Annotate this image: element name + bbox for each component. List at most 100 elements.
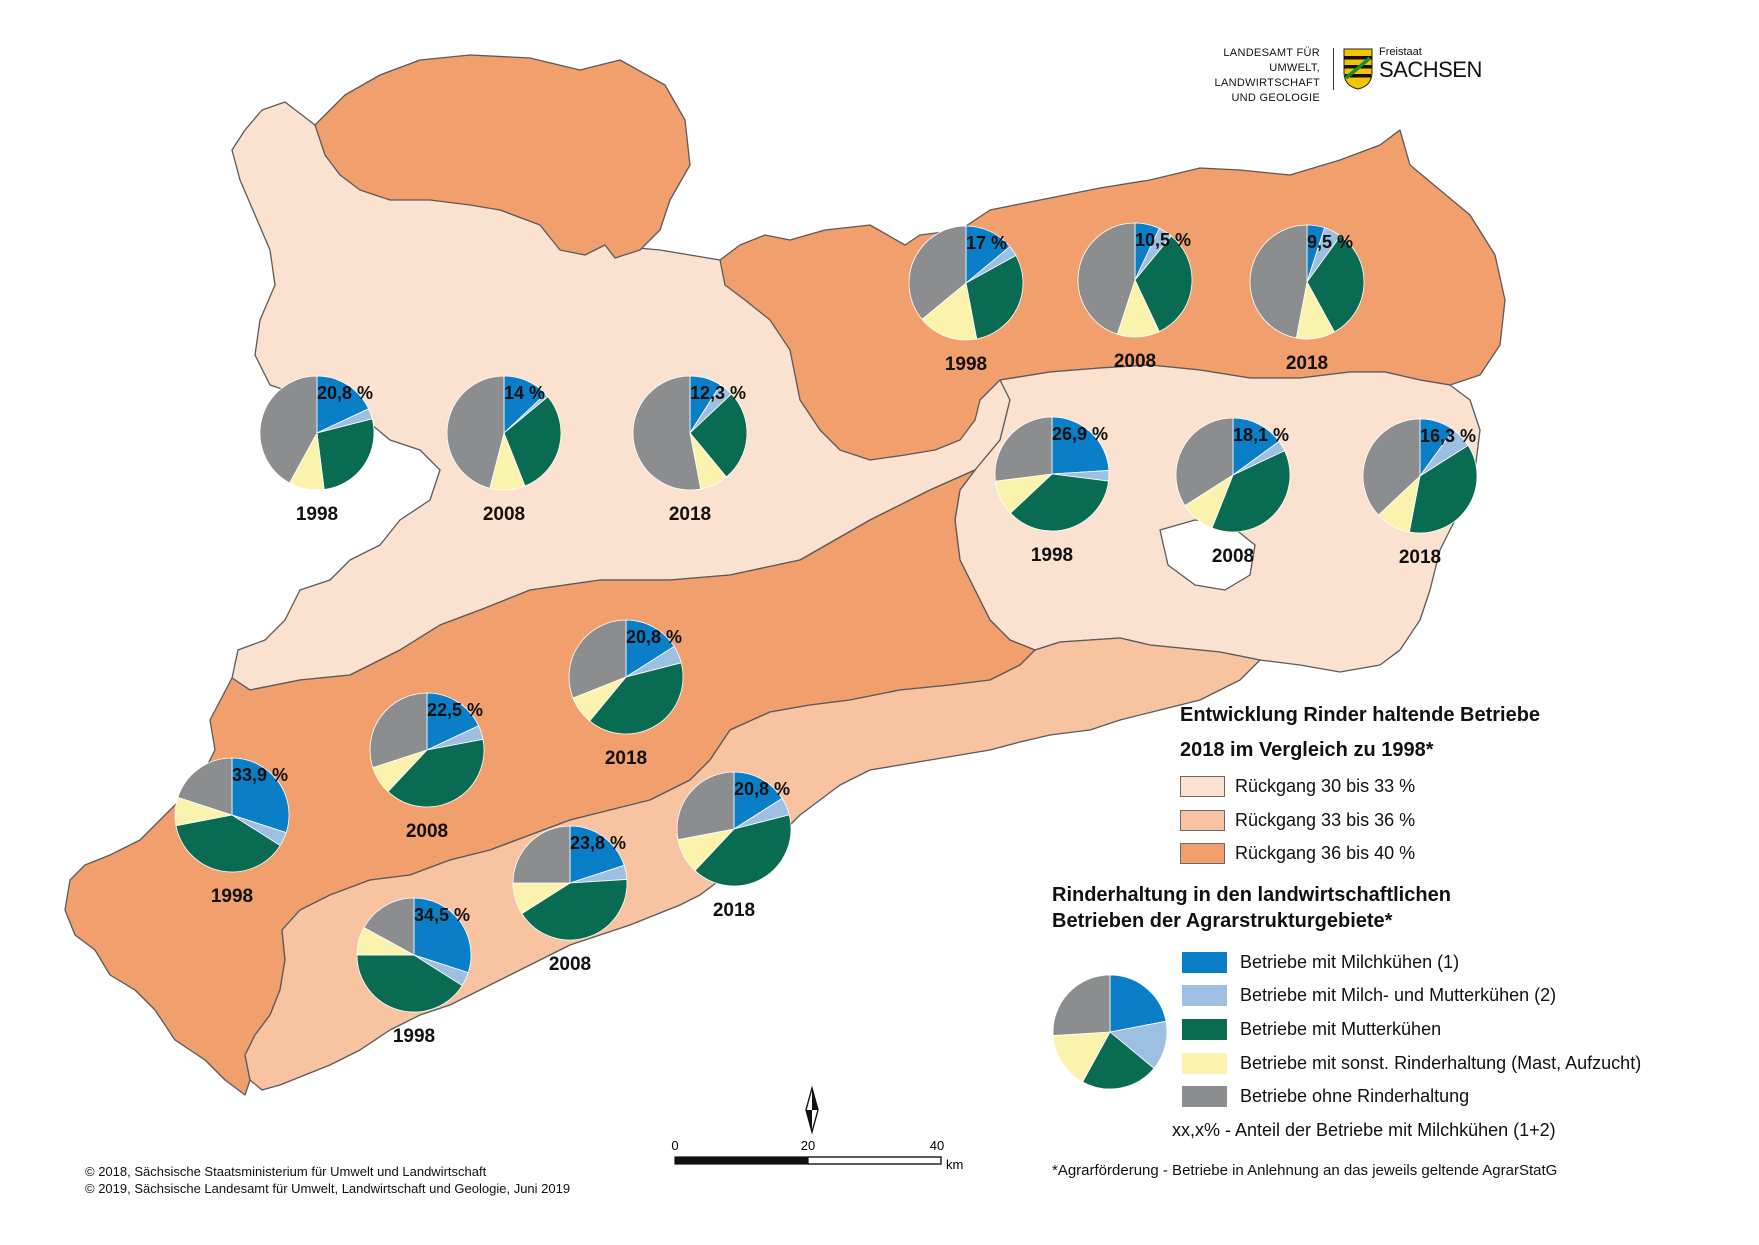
pie-region-2-1998-slice-mutter	[965, 254, 1024, 340]
pie-region-4-2018-slice-milch	[625, 619, 675, 678]
scale-tick-0: 0	[671, 1138, 678, 1153]
pie-share-label: 34,5 %	[414, 905, 470, 925]
agency-line-3: UND GEOLOGIE	[1231, 92, 1320, 104]
legend-label-sonst-rinderhaltung: Betriebe mit sonst. Rinderhaltung (Mast,…	[1240, 1053, 1642, 1073]
pie-region-4-1998: 33,9 % 1998	[174, 757, 290, 907]
pie-region-4-2018-slice-mutter	[589, 662, 684, 735]
pie-year-label: 2008	[1114, 351, 1156, 372]
pie-region-3-2008-slice-ohne	[1175, 417, 1234, 507]
legend-example-pie	[1052, 974, 1168, 1090]
pie-legend-title-line-2: Betrieben der Agrarstrukturgebiete*	[1052, 910, 1393, 932]
pie-share-label: 17 %	[966, 233, 1007, 253]
legend-swatch-milch-mutterkuehe	[1182, 985, 1227, 1006]
legend-pie-slice-ohne	[1052, 974, 1111, 1037]
legend-label-rueckgang-36-40: Rückgang 36 bis 40 %	[1235, 843, 1416, 863]
pie-region-1-1998-slice-ohne	[259, 375, 318, 484]
legend-label-milchkuehe: Betriebe mit Milchkühen (1)	[1240, 952, 1460, 972]
pie-region-5-2018-slice-milch	[733, 771, 783, 830]
scale-tick-20: 20	[801, 1138, 815, 1153]
pie-region-1-2018: 12,3 % 2018	[632, 375, 748, 525]
saxony-coat-of-arms-icon	[1343, 48, 1373, 90]
pie-share-label: 23,8 %	[570, 833, 626, 853]
scale-tick-40: 40	[930, 1138, 944, 1153]
legend-swatch-sonst-rinderhaltung	[1182, 1053, 1227, 1074]
pie-year-label: 2008	[406, 821, 448, 842]
legend-pie-slice-mutter	[1081, 1031, 1155, 1090]
pie-region-5-2008: 23,8 % 2008	[512, 825, 628, 975]
pie-share-label: 20,8 %	[626, 627, 682, 647]
agency-line-1: LANDESAMT FÜR UMWELT,	[1223, 47, 1320, 74]
legend-label-milch-mutterkuehe: Betriebe mit Milch- und Mutterkühen (2)	[1240, 985, 1557, 1005]
pie-region-5-1998: 34,5 % 1998	[356, 897, 472, 1047]
legend-swatch-rueckgang-36-40	[1180, 843, 1225, 864]
pie-share-label: 12,3 %	[690, 383, 746, 403]
legend-title-line-2: 2018 im Vergleich zu 1998*	[1180, 739, 1434, 761]
state-name-large: SACHSEN	[1379, 57, 1482, 82]
legend-share-note: xx,x% - Anteil der Betriebe mit Milchküh…	[1172, 1120, 1556, 1140]
pie-region-4-1998-slice-mutter	[175, 814, 281, 873]
pie-region-1-1998: 20,8 % 1998	[259, 375, 375, 525]
pie-year-label: 2018	[605, 748, 647, 769]
pie-region-5-1998-slice-mutter	[356, 954, 463, 1013]
legend-label-ohne-rinderhaltung: Betriebe ohne Rinderhaltung	[1240, 1086, 1470, 1106]
pie-year-label: 2008	[549, 954, 591, 975]
pie-year-label: 2018	[713, 900, 755, 921]
footnote: *Agrarförderung - Betriebe in Anlehnung …	[1052, 1162, 1558, 1179]
pie-region-2-2018-slice-mutter	[1306, 235, 1365, 333]
pie-region-1-2008-slice-mutter	[503, 396, 562, 487]
pie-share-label: 10,5 %	[1135, 230, 1191, 250]
pie-region-5-2008-slice-ohne	[512, 825, 571, 884]
legend-pie-slice-milch	[1109, 974, 1167, 1033]
pie-region-4-1998-slice-milch	[231, 757, 290, 834]
pie-region-1-2008: 14 % 2008	[446, 375, 562, 525]
pie-share-label: 33,9 %	[232, 765, 288, 785]
logo-divider	[1333, 48, 1334, 90]
legend-swatch-ohne-rinderhaltung	[1182, 1086, 1227, 1107]
legend-title-line-1: Entwicklung Rinder haltende Betriebe	[1180, 704, 1541, 726]
pie-region-2-1998-slice-sonst	[921, 282, 978, 341]
pie-region-3-1998-slice-milch	[1051, 416, 1110, 475]
region-north-dark	[314, 54, 691, 259]
pie-legend-title-line-1: Rinderhaltung in den landwirtschaftliche…	[1052, 884, 1451, 906]
pie-region-3-2008-slice-milch	[1232, 417, 1280, 476]
pie-region-3-2018-slice-ohne	[1362, 418, 1421, 516]
north-arrow-icon	[805, 1085, 819, 1135]
pie-region-4-2008-slice-mutter	[387, 738, 485, 808]
pie-region-2-2008-slice-mutter	[1134, 235, 1193, 333]
pie-region-2-2018-slice-ohne	[1249, 224, 1308, 339]
pie-region-4-2008: 22,5 % 2008	[369, 692, 485, 842]
pie-region-2-2008: 10,5 % 2008	[1077, 222, 1193, 372]
pie-region-3-2008-slice-mutter	[1211, 450, 1291, 533]
pie-year-label: 1998	[393, 1026, 435, 1047]
pie-region-3-2018-slice-mutter	[1408, 444, 1478, 534]
pie-region-3-1998-slice-ohne	[994, 416, 1053, 482]
pie-share-label: 22,5 %	[427, 700, 483, 720]
scale-unit: km	[946, 1157, 963, 1172]
pie-year-label: 1998	[1031, 545, 1073, 566]
pie-region-1-2018-slice-mutter	[689, 393, 748, 478]
pie-region-5-2008-slice-milch	[569, 825, 625, 884]
pie-share-label: 9,5 %	[1307, 232, 1353, 252]
agency-line-2: LANDWIRTSCHAFT	[1214, 77, 1320, 89]
pie-region-2-2018: 9,5 % 2018	[1249, 224, 1365, 374]
pie-region-4-2018-slice-ohne	[568, 619, 627, 699]
legend-label-rueckgang-30-33: Rückgang 30 bis 33 %	[1235, 776, 1416, 796]
pie-region-1-1998-slice-mutter	[316, 418, 375, 490]
pie-region-3-1998-slice-mutter	[1009, 473, 1109, 532]
legend-label-rueckgang-33-36: Rückgang 33 bis 36 %	[1235, 810, 1416, 830]
pie-year-label: 2018	[1286, 353, 1328, 374]
state-name-small: Freistaat	[1379, 46, 1422, 58]
pie-region-5-2018: 20,8 % 2018	[676, 771, 792, 921]
legend-swatch-milchkuehe	[1182, 952, 1227, 973]
pie-region-5-2018-slice-mutter	[694, 814, 792, 887]
copyright-line-2: © 2019, Sächsische Landesamt für Umwelt,…	[85, 1181, 571, 1196]
scale-bar: 0 20 40 km	[671, 1138, 963, 1172]
pie-region-1-2008-slice-ohne	[446, 375, 505, 489]
pie-region-4-2018: 20,8 % 2018	[568, 619, 684, 769]
pie-region-1-2018-slice-ohne	[632, 375, 702, 491]
pie-region-2-1998: 17 % 1998	[908, 225, 1024, 375]
pie-share-label: 16,3 %	[1420, 426, 1476, 446]
pie-year-label: 1998	[296, 504, 338, 525]
pie-region-5-2008-slice-mutter	[521, 878, 628, 941]
pie-year-label: 2008	[483, 504, 525, 525]
